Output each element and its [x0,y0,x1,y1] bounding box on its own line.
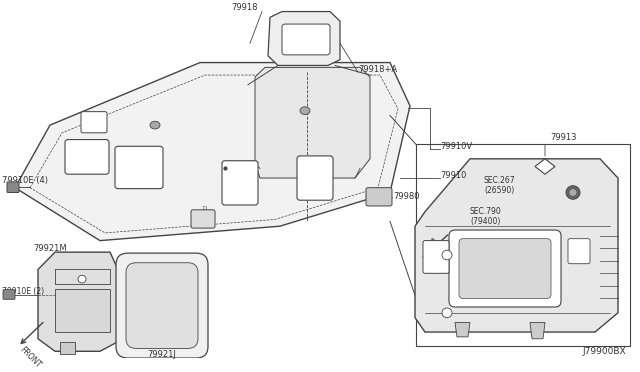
Ellipse shape [300,107,310,115]
Circle shape [78,275,86,283]
Text: 79910V: 79910V [440,142,472,151]
FancyBboxPatch shape [297,156,333,200]
Text: J79900BX: J79900BX [582,347,626,356]
FancyBboxPatch shape [568,239,590,264]
Circle shape [442,308,452,318]
FancyBboxPatch shape [222,161,258,205]
Circle shape [566,186,580,199]
Text: 79910E (4): 79910E (4) [2,176,48,185]
FancyBboxPatch shape [459,239,551,298]
FancyBboxPatch shape [126,263,198,349]
Polygon shape [535,159,555,174]
FancyBboxPatch shape [81,112,107,133]
Text: 79921J: 79921J [148,350,177,359]
FancyBboxPatch shape [65,140,109,174]
Polygon shape [15,62,410,241]
Polygon shape [55,289,110,332]
FancyBboxPatch shape [449,230,561,307]
FancyBboxPatch shape [115,146,163,189]
Polygon shape [60,341,75,354]
FancyBboxPatch shape [3,290,15,299]
Text: 79918+A: 79918+A [358,65,397,74]
Polygon shape [415,159,618,332]
Text: 79910: 79910 [440,171,467,180]
FancyBboxPatch shape [116,253,208,358]
Polygon shape [255,67,370,178]
Text: SEC.790
(79400): SEC.790 (79400) [470,207,502,226]
Polygon shape [38,252,118,351]
FancyBboxPatch shape [191,210,215,228]
FancyBboxPatch shape [423,241,449,273]
FancyBboxPatch shape [7,182,19,192]
FancyBboxPatch shape [282,24,330,55]
Polygon shape [268,12,340,65]
Circle shape [569,189,577,196]
Circle shape [442,250,452,260]
Text: 79913: 79913 [550,133,577,142]
Text: 79921M: 79921M [33,244,67,253]
Text: D: D [203,206,207,211]
Text: 79910E (2): 79910E (2) [2,287,44,296]
Text: 79918: 79918 [232,3,259,12]
Text: FRONT: FRONT [18,344,42,369]
Polygon shape [530,323,545,339]
Ellipse shape [150,121,160,129]
Text: FRONT: FRONT [425,237,451,259]
FancyBboxPatch shape [366,188,392,206]
Text: 79980: 79980 [393,192,419,201]
Text: SEC.267
(26590): SEC.267 (26590) [484,176,516,195]
Polygon shape [455,323,470,337]
